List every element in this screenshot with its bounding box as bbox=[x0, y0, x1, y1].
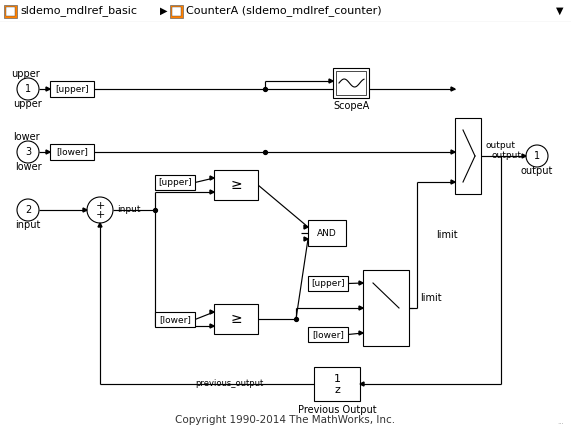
Text: ···: ··· bbox=[557, 421, 564, 427]
Text: Previous Output: Previous Output bbox=[297, 405, 376, 415]
Bar bbox=[455, 118, 481, 194]
Bar bbox=[314, 367, 360, 401]
Text: previous_output: previous_output bbox=[196, 379, 264, 388]
Bar bbox=[50, 144, 94, 160]
Polygon shape bbox=[210, 190, 214, 194]
Polygon shape bbox=[210, 176, 214, 180]
Text: ScopeA: ScopeA bbox=[333, 101, 369, 111]
Polygon shape bbox=[360, 382, 364, 386]
Text: 1: 1 bbox=[25, 84, 31, 94]
Polygon shape bbox=[451, 180, 455, 184]
Text: output: output bbox=[485, 142, 515, 150]
Polygon shape bbox=[359, 281, 363, 285]
Text: lower: lower bbox=[15, 162, 41, 172]
Polygon shape bbox=[210, 310, 214, 314]
Text: output: output bbox=[491, 152, 521, 161]
FancyBboxPatch shape bbox=[172, 6, 181, 16]
Circle shape bbox=[17, 141, 39, 163]
Polygon shape bbox=[359, 331, 363, 335]
FancyBboxPatch shape bbox=[4, 4, 17, 18]
Text: AND: AND bbox=[317, 229, 337, 238]
Text: ▼: ▼ bbox=[556, 6, 563, 16]
Polygon shape bbox=[451, 150, 455, 154]
Text: CounterA (sldemo_mdlref_counter): CounterA (sldemo_mdlref_counter) bbox=[186, 6, 381, 16]
Bar bbox=[308, 220, 346, 246]
Text: sldemo_mdlref_basic: sldemo_mdlref_basic bbox=[20, 6, 137, 16]
Text: [lower]: [lower] bbox=[312, 330, 344, 339]
Bar bbox=[308, 276, 348, 291]
Bar bbox=[308, 327, 348, 342]
Text: 1: 1 bbox=[534, 151, 540, 161]
Circle shape bbox=[526, 145, 548, 167]
Polygon shape bbox=[210, 324, 214, 328]
Bar bbox=[155, 312, 195, 327]
Bar bbox=[333, 68, 369, 98]
FancyBboxPatch shape bbox=[170, 4, 183, 18]
Bar bbox=[50, 81, 94, 97]
Text: ≥: ≥ bbox=[230, 178, 242, 192]
Polygon shape bbox=[98, 223, 102, 227]
FancyBboxPatch shape bbox=[6, 6, 15, 16]
Text: input: input bbox=[15, 220, 41, 230]
Text: 2: 2 bbox=[25, 205, 31, 215]
Text: upper: upper bbox=[11, 69, 41, 79]
Text: [lower]: [lower] bbox=[56, 147, 88, 156]
Polygon shape bbox=[83, 208, 87, 212]
Text: input: input bbox=[117, 206, 140, 215]
Bar bbox=[336, 71, 366, 95]
Bar bbox=[214, 304, 258, 334]
Bar bbox=[363, 270, 409, 346]
Polygon shape bbox=[46, 87, 50, 91]
Text: limit: limit bbox=[436, 230, 458, 240]
Text: [upper]: [upper] bbox=[55, 85, 89, 93]
Circle shape bbox=[17, 78, 39, 100]
Text: Copyright 1990-2014 The MathWorks, Inc.: Copyright 1990-2014 The MathWorks, Inc. bbox=[175, 415, 396, 425]
Text: output: output bbox=[521, 166, 553, 176]
Text: +: + bbox=[95, 201, 104, 211]
Text: +: + bbox=[95, 210, 104, 220]
Polygon shape bbox=[304, 225, 308, 229]
Text: 1: 1 bbox=[333, 374, 340, 384]
Polygon shape bbox=[329, 79, 333, 83]
Circle shape bbox=[87, 197, 113, 223]
Polygon shape bbox=[46, 150, 50, 154]
Text: ≥: ≥ bbox=[230, 312, 242, 326]
Polygon shape bbox=[359, 306, 363, 310]
Polygon shape bbox=[451, 87, 455, 91]
Text: [upper]: [upper] bbox=[311, 279, 345, 288]
Text: 3: 3 bbox=[25, 147, 31, 157]
Text: upper: upper bbox=[14, 99, 42, 109]
Text: lower: lower bbox=[13, 132, 39, 142]
Text: [upper]: [upper] bbox=[158, 178, 192, 187]
Text: z: z bbox=[334, 385, 340, 395]
Polygon shape bbox=[522, 154, 526, 158]
Bar bbox=[155, 175, 195, 190]
Polygon shape bbox=[304, 237, 308, 241]
Text: limit: limit bbox=[420, 293, 442, 303]
Text: [lower]: [lower] bbox=[159, 315, 191, 324]
Text: ▶: ▶ bbox=[160, 6, 167, 16]
Bar bbox=[214, 170, 258, 200]
Circle shape bbox=[17, 199, 39, 221]
